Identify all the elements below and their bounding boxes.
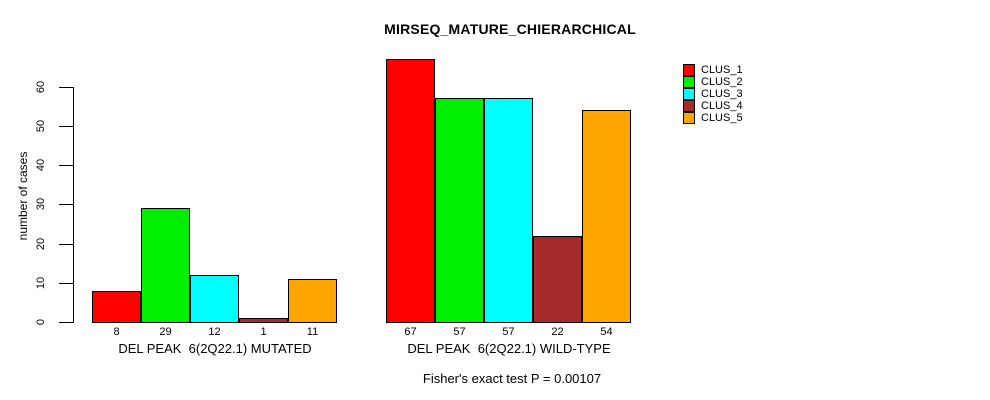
bar-value-label: 22 <box>551 326 564 338</box>
y-axis-tick-label: 50 <box>35 119 47 132</box>
x-group-label-wildtype: DEL PEAK 6(2Q22.1) WILD-TYPE <box>407 341 611 356</box>
legend-label-clus-2: CLUS_2 <box>701 76 743 88</box>
x-group-label-mutated: DEL PEAK 6(2Q22.1) MUTATED <box>118 341 312 356</box>
legend-label-clus-1: CLUS_1 <box>701 64 743 76</box>
y-axis-tick <box>59 165 73 166</box>
bar-clus-4 <box>533 235 582 323</box>
y-axis-line <box>73 86 74 323</box>
y-axis-tick <box>59 86 73 88</box>
bar-value-label: 29 <box>159 326 172 338</box>
bar-value-label: 57 <box>453 326 466 338</box>
chart-title: MIRSEQ_MATURE_CHIERARCHICAL <box>384 21 636 37</box>
bar-clus-2 <box>435 98 484 323</box>
bar-value-label: 11 <box>306 326 319 338</box>
bar-value-label: 8 <box>113 326 120 338</box>
legend-swatch-clus-1 <box>683 64 695 76</box>
fisher-test-caption: Fisher's exact test P = 0.00107 <box>422 371 602 386</box>
y-axis-label: number of cases <box>16 151 30 241</box>
y-axis-tick <box>59 125 73 127</box>
bar-value-label: 12 <box>208 326 221 338</box>
legend-swatch-clus-3 <box>683 88 695 100</box>
legend-swatch-clus-2 <box>683 76 695 88</box>
bar-clus-2 <box>141 208 190 323</box>
bar-clus-5 <box>288 278 337 323</box>
bar-clus-3 <box>484 98 533 323</box>
bar-clus-5 <box>582 110 631 323</box>
bar-value-label: 1 <box>260 326 267 338</box>
legend-label-clus-4: CLUS_4 <box>701 100 743 112</box>
y-axis-tick-label: 10 <box>35 276 47 289</box>
y-axis-tick-label: 20 <box>35 237 47 250</box>
bar-clus-1 <box>386 59 435 323</box>
bar-value-label: 54 <box>600 326 613 338</box>
y-axis-tick <box>59 282 73 284</box>
y-axis-tick <box>59 243 73 245</box>
legend-label-clus-5: CLUS_5 <box>701 112 743 124</box>
legend-swatch-clus-5 <box>683 112 695 124</box>
y-axis-tick-label: 0 <box>35 318 47 326</box>
legend-swatch-clus-4 <box>683 100 695 112</box>
bar-value-label: 67 <box>404 326 417 338</box>
y-axis-tick-label: 40 <box>35 158 47 172</box>
bar-value-label: 57 <box>502 326 515 338</box>
bar-clus-4 <box>239 318 288 323</box>
y-axis-tick <box>59 204 73 206</box>
legend-label-clus-3: CLUS_3 <box>701 88 743 100</box>
y-axis-tick-label: 60 <box>35 80 47 93</box>
bar-clus-3 <box>190 274 239 323</box>
y-axis-tick-label: 30 <box>35 198 47 211</box>
bar-clus-1 <box>92 290 141 323</box>
y-axis-tick <box>59 322 73 323</box>
